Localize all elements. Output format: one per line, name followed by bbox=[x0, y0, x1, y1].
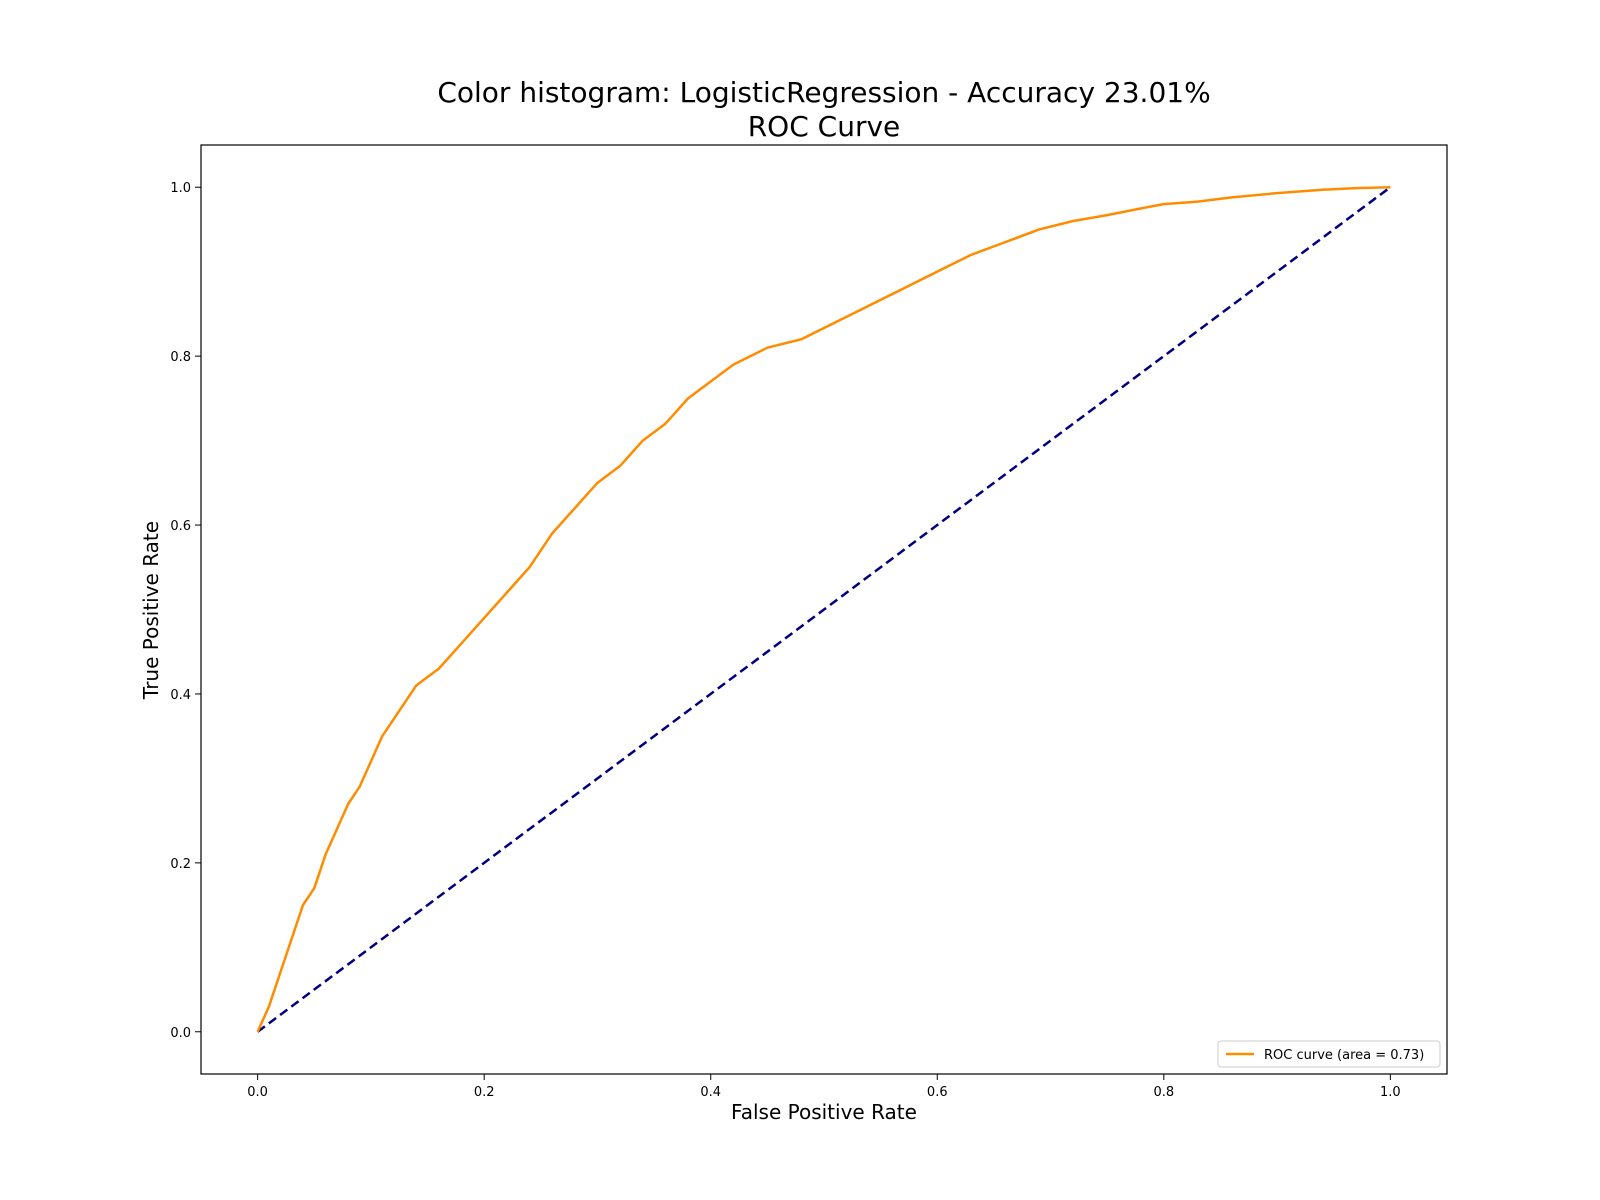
y-tick-label: 1.0 bbox=[170, 181, 191, 196]
y-axis-label: True Positive Rate bbox=[139, 521, 163, 700]
plot-area bbox=[256, 185, 1392, 1033]
x-tick-label: 0.2 bbox=[474, 1085, 495, 1100]
chart-title: Color histogram: LogisticRegression - Ac… bbox=[437, 76, 1210, 109]
y-tick-label: 0.4 bbox=[170, 688, 191, 703]
y-tick-label: 0.2 bbox=[170, 857, 191, 872]
y-axis-ticks: 0.0 0.2 0.4 0.6 0.8 1.0 bbox=[170, 181, 201, 1041]
chance-diagonal-line bbox=[256, 186, 1392, 1033]
plot-frame bbox=[200, 144, 1448, 1075]
legend-box bbox=[1217, 1040, 1441, 1068]
y-tick-label: 0.0 bbox=[170, 1026, 191, 1041]
legend-label: ROC curve (area = 0.73) bbox=[1264, 1048, 1424, 1063]
legend: ROC curve (area = 0.73) bbox=[1217, 1040, 1441, 1068]
roc-curve-line bbox=[256, 185, 1391, 1033]
chart-subtitle: ROC Curve bbox=[748, 110, 901, 143]
x-tick-label: 0.0 bbox=[247, 1085, 268, 1100]
x-axis-ticks: 0.0 0.2 0.4 0.6 0.8 1.0 bbox=[247, 1074, 1401, 1100]
y-tick-label: 0.8 bbox=[170, 350, 191, 365]
x-tick-label: 1.0 bbox=[1380, 1085, 1401, 1100]
x-tick-label: 0.8 bbox=[1153, 1085, 1174, 1100]
x-tick-label: 0.4 bbox=[700, 1085, 721, 1100]
x-tick-label: 0.6 bbox=[927, 1085, 948, 1100]
x-axis-label: False Positive Rate bbox=[731, 1100, 917, 1124]
y-tick-label: 0.6 bbox=[170, 519, 191, 534]
